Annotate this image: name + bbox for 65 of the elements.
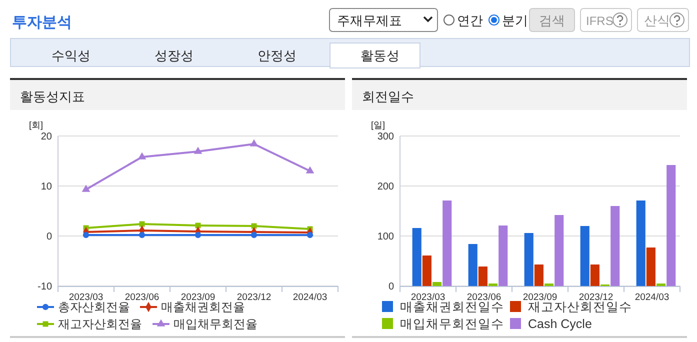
chart-title: 회전일수 [362,89,414,104]
chart-title: 활동성지표 [20,89,85,104]
text: 성장성 [154,48,194,63]
bar [554,215,564,286]
bar [590,264,600,286]
y-axis-title: [일] [371,120,386,130]
bar [498,226,508,286]
text: 수익성 [52,48,90,63]
x-tick-label: 2023/09 [180,292,216,303]
text: 검색 [539,13,565,28]
text: 분기 [502,13,528,28]
text: 주재무제표 [337,13,402,28]
x-tick-label: 2023/06 [466,292,502,303]
legend-label: 재고자산회전일수 [528,300,632,314]
legend-label: 매입채무회전일수 [400,317,504,331]
bar [534,264,544,286]
y-tick-label: 100 [377,232,394,242]
text: IFRS [586,14,614,28]
y-tick-label: 20 [40,132,52,142]
bar [432,282,442,286]
legend-label: 재고자산회전율 [58,317,142,331]
bar [422,256,432,286]
y-tick-label: 0 [388,282,394,292]
bar [646,248,656,286]
text: 산식 [644,13,670,28]
legend-label: Cash Cycle [528,317,592,331]
point [194,232,202,238]
point [250,232,258,238]
x-tick-label: 2024/03 [634,292,670,303]
y-tick-label: 0 [46,232,52,242]
point [138,232,146,238]
bar [478,266,488,286]
bar [580,226,590,286]
point [306,166,314,174]
x-tick-label: 2023/09 [522,292,558,303]
bar [636,200,646,286]
text: 연간 [457,13,483,28]
y-tick-label: 200 [377,182,394,192]
legend-label: 매입채무회전율 [174,317,258,331]
point [306,232,314,238]
y-axis-title: [회] [29,120,44,130]
bar [610,206,620,286]
y-tick-label: 300 [377,132,394,142]
point [82,184,90,192]
point [194,146,202,154]
text: 안정성 [258,48,296,63]
point [138,152,146,160]
x-tick-label: 2024/03 [292,292,328,303]
bar [442,200,452,286]
bar [412,228,422,286]
x-tick-label: 2023/03 [68,292,104,303]
x-tick-label: 2023/12 [236,292,272,303]
text: 활동성 [360,48,400,63]
legend-label: 매출채권회전율 [161,300,245,314]
legend-label: 총자산회전율 [58,300,130,314]
y-tick-label: -10 [38,282,52,292]
bar [524,233,534,286]
legend-label: 매출채권회전일수 [400,300,504,314]
bar [666,165,676,286]
x-tick-label: 2023/12 [578,292,614,303]
bar [468,244,478,286]
text: 투자분석 [12,14,72,31]
point [82,232,90,238]
y-tick-label: 10 [40,182,52,192]
x-tick-label: 2023/06 [124,292,160,303]
